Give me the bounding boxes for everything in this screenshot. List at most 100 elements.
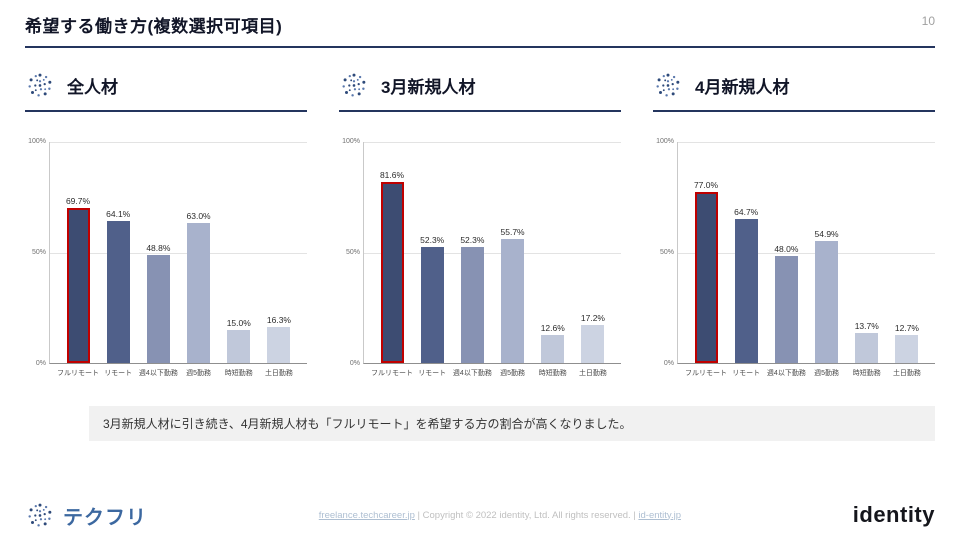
x-axis-category-label: 週4以下勤務 bbox=[138, 370, 178, 377]
x-axis-category-label: リモート bbox=[104, 370, 133, 377]
bar-group: 64.1% リモート bbox=[102, 142, 134, 377]
bar-value-label: 17.2% bbox=[580, 313, 605, 323]
bar bbox=[501, 239, 525, 363]
bar-group: 55.7% 週5勤務 bbox=[497, 142, 529, 377]
bar bbox=[895, 335, 919, 363]
section-head-april: 4月新規人材 bbox=[653, 70, 935, 112]
bar bbox=[581, 325, 605, 363]
section-head-march: 3月新規人材 bbox=[339, 70, 621, 112]
bars-container: 69.7% フルリモート 64.1% リモート 48.8% 週4以下勤務 63.0% 週5勤務… bbox=[50, 142, 307, 377]
footer-separator: | bbox=[414, 509, 423, 521]
y-tick-50: 50% bbox=[31, 248, 46, 256]
bar-group: 52.3% リモート bbox=[416, 142, 448, 377]
gridline-100 bbox=[678, 142, 935, 143]
bar bbox=[66, 208, 90, 363]
y-tick-0: 0% bbox=[35, 360, 46, 367]
dot-sphere-icon bbox=[28, 73, 52, 97]
brand-wordmark: identity bbox=[852, 502, 935, 527]
y-tick-0: 0% bbox=[663, 360, 674, 367]
bar bbox=[855, 333, 879, 363]
bar-value-label: 64.1% bbox=[106, 209, 131, 219]
x-axis-category-label: 週4以下勤務 bbox=[766, 370, 806, 377]
bar-value-label: 16.3% bbox=[266, 315, 291, 325]
bar-value-label: 77.0% bbox=[693, 180, 719, 190]
plot-area: 100% 50% 0% 77.0% フルリモート 64.7% リモート 48.0% 週4以… bbox=[656, 138, 935, 377]
bar-group: 81.6% フルリモート bbox=[371, 142, 413, 377]
bar-value-label: 81.6% bbox=[379, 170, 405, 180]
bar-value-label: 48.8% bbox=[146, 243, 171, 253]
bar-value-label: 63.0% bbox=[186, 211, 211, 221]
bar-group: 54.9% 週5勤務 bbox=[811, 142, 843, 377]
x-axis-category-label: 時短勤務 bbox=[224, 370, 253, 377]
bar-group: 48.0% 週4以下勤務 bbox=[767, 142, 806, 377]
y-tick-50: 50% bbox=[345, 248, 360, 256]
bar-value-label: 64.7% bbox=[734, 207, 759, 217]
plot-area: 100% 50% 0% 69.7% フルリモート 64.1% リモート 48.8% 週4以… bbox=[28, 138, 307, 377]
bar-value-label: 54.9% bbox=[814, 229, 839, 239]
bar bbox=[106, 221, 130, 363]
bar-value-label: 69.7% bbox=[65, 196, 91, 206]
bar-value-label: 12.6% bbox=[540, 323, 565, 333]
y-tick-50: 50% bbox=[659, 248, 674, 256]
bar-group: 63.0% 週5勤務 bbox=[183, 142, 215, 377]
section-label: 3月新規人材 bbox=[381, 77, 476, 97]
section-head-all: 全人材 bbox=[25, 70, 307, 112]
bar-value-label: 48.0% bbox=[774, 244, 799, 254]
bar-chart-april: 100% 50% 0% 77.0% フルリモート 64.7% リモート 48.0% 週4以… bbox=[653, 138, 935, 377]
bar bbox=[694, 192, 718, 363]
bar-value-label: 12.7% bbox=[894, 323, 919, 333]
gridline-100 bbox=[364, 142, 621, 143]
x-axis-category-label: 土日勤務 bbox=[578, 370, 607, 377]
bar bbox=[267, 327, 291, 363]
footer-separator: | bbox=[630, 509, 639, 521]
x-axis-category-label: リモート bbox=[418, 370, 447, 377]
bar bbox=[187, 223, 211, 363]
bar-chart-all: 100% 50% 0% 69.7% フルリモート 64.1% リモート 48.8% 週4以… bbox=[25, 138, 307, 377]
footer-link-identity[interactable]: id-entity.jp bbox=[638, 509, 681, 521]
x-axis-category-label: 土日勤務 bbox=[264, 370, 293, 377]
y-tick-100: 100% bbox=[28, 138, 46, 145]
bar-group: 64.7% リモート bbox=[730, 142, 762, 377]
x-axis-category-label: 時短勤務 bbox=[852, 370, 881, 377]
bar-group: 17.2% 土日勤務 bbox=[577, 142, 609, 377]
x-axis-category-label: 週4以下勤務 bbox=[452, 370, 492, 377]
x-axis-category-label: 土日勤務 bbox=[892, 370, 921, 377]
bar-group: 12.6% 時短勤務 bbox=[537, 142, 569, 377]
footer-link-techcareer[interactable]: freelance.techcareer.jp bbox=[318, 509, 415, 521]
dot-sphere-icon bbox=[28, 503, 52, 527]
charts-row: 100% 50% 0% 69.7% フルリモート 64.1% リモート 48.8% 週4以… bbox=[25, 138, 935, 377]
bars-container: 77.0% フルリモート 64.7% リモート 48.0% 週4以下勤務 54.9% 週5勤務… bbox=[678, 142, 935, 377]
y-tick-0: 0% bbox=[349, 360, 360, 367]
gridline-50 bbox=[50, 252, 307, 254]
footer-copyright-line: freelance.techcareer.jp | Copyright © 20… bbox=[319, 510, 681, 521]
footer-logo: テクフリ bbox=[25, 500, 147, 530]
plot-area: 100% 50% 0% 81.6% フルリモート 52.3% リモート 52.3% 週4以… bbox=[342, 138, 621, 377]
section-label: 全人材 bbox=[67, 77, 118, 97]
gridline-100 bbox=[50, 142, 307, 143]
y-tick-100: 100% bbox=[656, 138, 674, 145]
bar-group: 15.0% 時短勤務 bbox=[223, 142, 255, 377]
bar-value-label: 52.3% bbox=[460, 235, 485, 245]
x-axis-category-label: フルリモート bbox=[685, 370, 727, 377]
page-number: 10 bbox=[921, 14, 935, 28]
x-axis-category-label: 週5勤務 bbox=[186, 370, 212, 377]
bar bbox=[380, 182, 404, 363]
bar bbox=[734, 219, 758, 363]
bar bbox=[541, 335, 565, 363]
bar bbox=[227, 330, 251, 363]
section-headers: 全人材 3月新規人材 4月新規人材 bbox=[25, 70, 935, 112]
bar-group: 52.3% 週4以下勤務 bbox=[453, 142, 492, 377]
bar-group: 16.3% 土日勤務 bbox=[263, 142, 295, 377]
bar-group: 77.0% フルリモート bbox=[685, 142, 727, 377]
bar-group: 69.7% フルリモート bbox=[57, 142, 99, 377]
slide-header: 希望する働き方(複数選択可項目) 10 bbox=[25, 12, 935, 48]
bar-value-label: 55.7% bbox=[500, 227, 525, 237]
bar bbox=[460, 247, 484, 363]
bar-group: 13.7% 時短勤務 bbox=[851, 142, 883, 377]
bar-group: 48.8% 週4以下勤務 bbox=[139, 142, 178, 377]
bar bbox=[420, 247, 444, 363]
x-axis-category-label: フルリモート bbox=[371, 370, 413, 377]
bar-group: 12.7% 土日勤務 bbox=[891, 142, 923, 377]
bar bbox=[774, 256, 798, 363]
